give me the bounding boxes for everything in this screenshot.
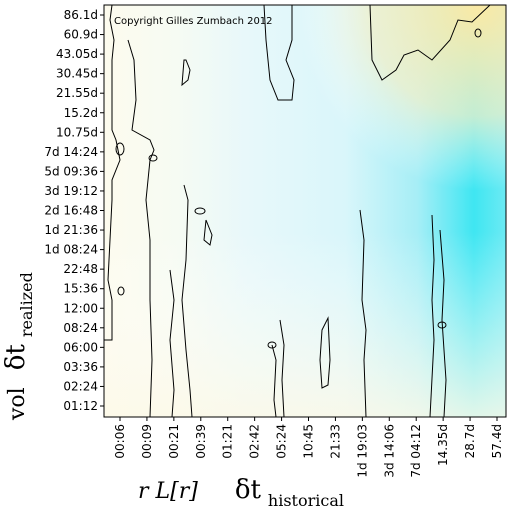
y-tick-label: 01:12 — [63, 399, 98, 413]
y-tick-label: 5d 09:36 — [44, 164, 98, 178]
contour-line — [104, 4, 121, 341]
contour-loop — [148, 154, 158, 162]
x-tick-label: 3d 14:06 — [382, 424, 396, 478]
x-axis-title: r L[r] δt historical — [138, 475, 344, 510]
y-tick-label: 30.45d — [56, 67, 98, 81]
contour-line — [181, 184, 193, 418]
x-axis-title-prefix: r L[r] — [138, 479, 198, 504]
y-axis-title-subscript: realized — [17, 272, 36, 337]
x-tick-label: 10:45 — [302, 424, 316, 459]
y-tick-label: 60.9d — [64, 28, 98, 42]
copyright-notice: Copyright Gilles Zumbach 2012 — [114, 16, 273, 27]
x-axis-title-delta: δt — [235, 475, 262, 505]
y-tick-label: 03:36 — [63, 360, 98, 374]
y-tick-label: 15.2d — [64, 106, 98, 120]
x-tick-label: 00:21 — [167, 424, 181, 459]
contour-line — [271, 344, 277, 418]
y-axis: 86.1d 60.9d 43.05d 30.45d 21.55d 15.2d 10.75d 7… — [44, 8, 104, 413]
x-tick-label: 7d 04:12 — [409, 424, 423, 478]
contour-loop — [194, 207, 206, 215]
x-axis: 00:06 00:09 00:21 00:39 01:21 02:42 05:24 10:45… — [113, 417, 504, 478]
plot-area — [103, 4, 507, 418]
contour-loop — [117, 286, 125, 296]
y-tick-label: 7d 14:24 — [44, 145, 98, 159]
y-tick-label: 21.55d — [56, 86, 98, 100]
y-tick-label: 22:48 — [63, 262, 98, 276]
y-tick-label: 3d 19:12 — [44, 184, 98, 198]
x-tick-label: 57.4d — [490, 424, 504, 458]
contour-line — [439, 229, 447, 418]
y-tick-label: 1d 08:24 — [44, 243, 98, 257]
y-tick-label: 86.1d — [64, 8, 98, 22]
contour-line — [319, 316, 331, 389]
y-tick-label: 06:00 — [63, 340, 98, 354]
x-tick-label: 00:09 — [140, 424, 154, 459]
y-tick-label: 12:00 — [63, 301, 98, 315]
contour-line — [359, 209, 367, 418]
x-tick-label: 21:33 — [328, 424, 342, 459]
y-tick-label: 15:36 — [63, 282, 98, 296]
contour-loop — [474, 28, 482, 38]
y-axis-title-delta: δt — [1, 344, 31, 371]
y-tick-label: 2d 16:48 — [44, 204, 98, 218]
x-tick-label: 01:21 — [221, 424, 235, 459]
heatmap-warm-region — [104, 5, 506, 417]
y-tick-label: 10.75d — [56, 125, 98, 139]
y-tick-label: 43.05d — [56, 47, 98, 61]
contour-lines — [104, 4, 491, 418]
x-tick-label: 00:39 — [194, 424, 208, 459]
y-tick-label: 1d 21:36 — [44, 223, 98, 237]
contour-loop — [437, 321, 447, 329]
x-tick-label: 02:42 — [248, 424, 262, 459]
contour-line — [429, 214, 435, 418]
contour-line — [369, 4, 491, 81]
contour-line — [203, 219, 213, 246]
y-axis-title-prefix: vol — [5, 387, 30, 421]
y-axis-title: vol δt realized — [1, 272, 36, 421]
contour-loop — [115, 142, 125, 156]
contour-line — [263, 4, 295, 101]
contour-line — [169, 269, 175, 418]
contour-loop — [267, 341, 277, 349]
x-tick-label: 14.35d — [436, 424, 450, 466]
x-tick-label: 05:24 — [275, 424, 289, 459]
x-tick-label: 00:06 — [113, 424, 127, 459]
y-tick-label: 02:24 — [63, 379, 98, 393]
contour-line — [279, 319, 285, 418]
y-tick-label: 08:24 — [63, 321, 98, 335]
x-tick-label: 1d 19:03 — [355, 424, 369, 478]
x-tick-label: 28.7d — [463, 424, 477, 458]
x-axis-title-subscript: historical — [268, 491, 344, 510]
contour-line — [181, 59, 191, 87]
svg-text:vol δt realized: vol δt realized — [1, 272, 36, 421]
